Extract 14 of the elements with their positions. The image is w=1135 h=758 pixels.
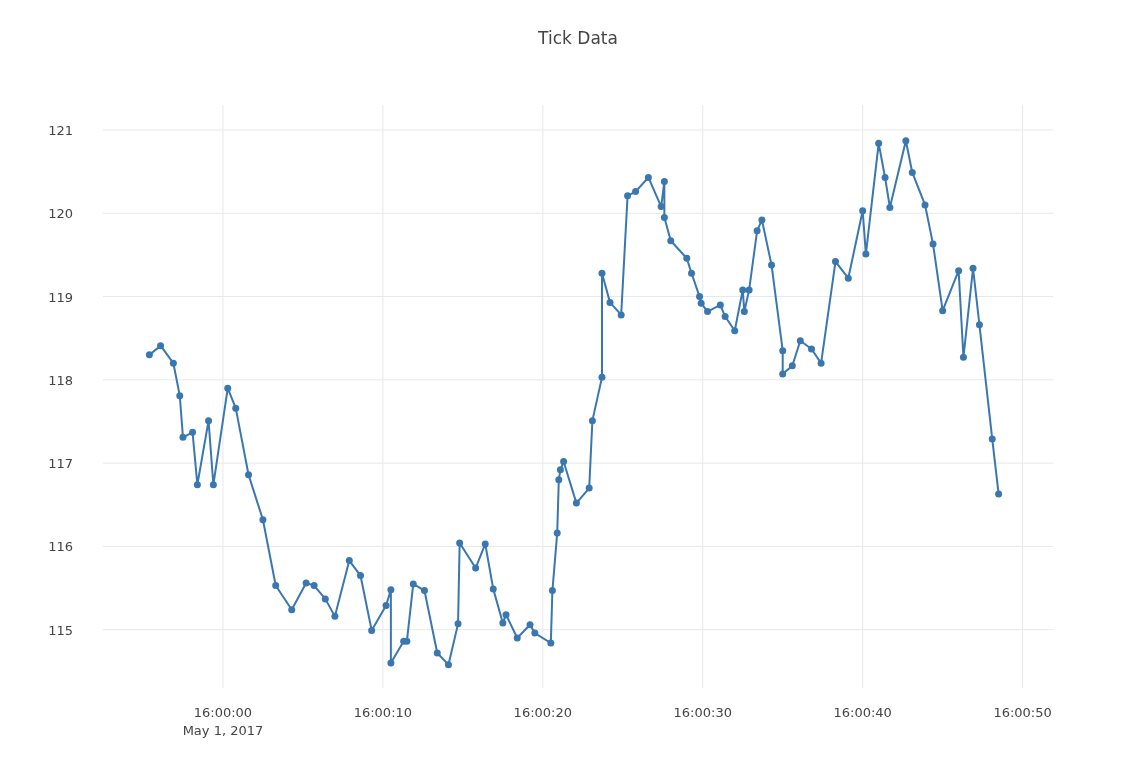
y-tick-label: 117 [48,456,73,472]
chart-title: Tick Data [537,28,618,48]
y-tick-label: 120 [48,206,73,222]
y-tick-label: 118 [48,372,73,388]
x-tick-label: 16:00:40 [833,705,892,720]
x-tick-label: 16:00:20 [513,705,573,720]
x-tick-label: 16:00:00 May 1, 2017 [182,705,264,738]
y-tick-label: 115 [48,622,73,638]
x-tick-label: 16:00:10 [353,705,413,720]
x-tick-label: 16:00:30 [673,705,732,720]
y-tick-label: 121 [48,122,73,138]
y-tick-label: 116 [48,539,73,555]
x-tick-label: 16:00:50 [993,705,1052,720]
y-tick-label: 119 [48,289,73,305]
